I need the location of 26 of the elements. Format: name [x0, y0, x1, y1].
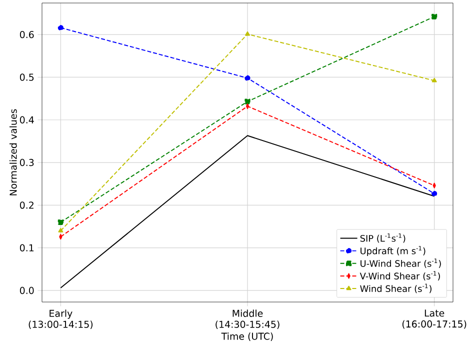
point [244, 98, 250, 104]
x-tick-label: Early (13:00-14:15) [28, 310, 93, 330]
point [432, 190, 438, 196]
point [58, 228, 64, 232]
y-axis-title: Normalized values [9, 109, 17, 196]
legend-label: V-Wind Shear (s$^{-1}$) [360, 271, 440, 281]
y-tick-label: 0.0 [20, 286, 34, 294]
y-tick-label: 0.6 [20, 30, 34, 38]
point [245, 31, 250, 36]
point [58, 24, 64, 31]
x-tick-label: Late (16:00-17:15) [402, 310, 466, 329]
y-tick-label: 0.1 [20, 244, 34, 252]
y-tick-label: 0.3 [20, 158, 34, 166]
legend-label: U-Wind Shear (s$^{-1}$) [360, 258, 441, 268]
x-axis-title: Time (UTC) [221, 332, 273, 341]
legend-label: Wind Shear (s$^{-1}$) [360, 284, 432, 294]
legend-label: Updraft (m s$^{-1}$) [360, 246, 426, 256]
legend-label: SIP (L$^{-1}$s$^{-1}$) [360, 233, 406, 243]
point [244, 75, 250, 81]
point [432, 78, 437, 82]
y-tick-label: 0.5 [20, 74, 34, 81]
y-tick-label: 0.2 [20, 202, 34, 209]
point [58, 219, 64, 226]
point [432, 14, 438, 20]
x-tick-label: Middle (14:30-15:45) [216, 310, 280, 330]
y-tick-label: 0.4 [20, 116, 34, 124]
